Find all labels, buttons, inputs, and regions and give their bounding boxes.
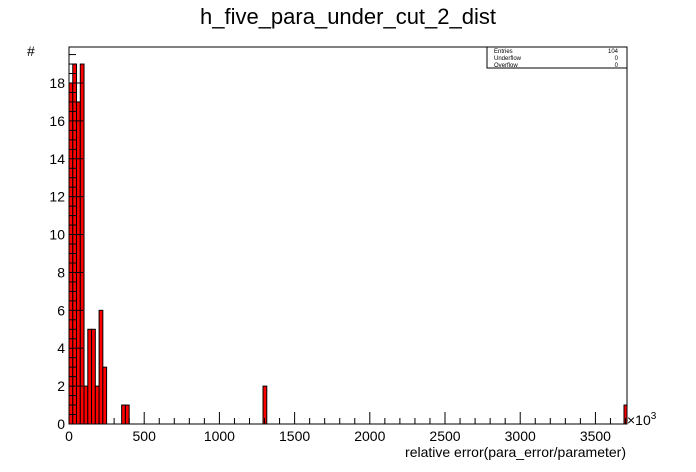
y-tick-label: 0 — [57, 416, 65, 432]
stats-box: Entries 104 Underflow 0 Overflow 0 — [486, 46, 628, 69]
stats-entries-label: Entries — [494, 49, 513, 55]
histogram-bar-2 — [76, 101, 81, 425]
x-axis-multiplier: ×103 — [627, 411, 657, 428]
stats-box-frame — [486, 46, 628, 69]
stats-underflow-value: 0 — [615, 56, 619, 62]
y-tick-label: 4 — [57, 340, 65, 356]
x-axis-label: relative error(para_error/parameter) — [405, 444, 626, 460]
x-axis-ticks: 0 500 1000 1500 2000 2500 3000 3500 — [65, 412, 626, 444]
stats-overflow-label: Overflow — [494, 63, 518, 69]
histogram-bar-10 — [121, 404, 126, 425]
x-tick-label: 2000 — [354, 428, 385, 444]
y-axis-ticks: 0 2 4 6 8 10 12 14 16 18 — [49, 54, 83, 432]
stats-overflow-value: 0 — [615, 63, 619, 69]
y-tick-label: 18 — [49, 75, 65, 91]
y-tick-label: 12 — [49, 189, 65, 205]
x-tick-label: 3000 — [505, 428, 536, 444]
y-tick-label: 6 — [57, 302, 65, 318]
stats-underflow-label: Underflow — [494, 56, 522, 62]
x-multiplier-exponent: 3 — [651, 411, 657, 422]
histogram-bar-3 — [79, 63, 85, 425]
y-tick-label: 16 — [49, 113, 65, 129]
x-tick-label: 500 — [133, 428, 157, 444]
x-tick-label: 1000 — [204, 428, 235, 444]
x-tick-label: 3500 — [580, 428, 611, 444]
histogram-bar-7 — [94, 385, 100, 425]
histogram-bar-6 — [91, 328, 96, 425]
stats-entries-value: 104 — [608, 49, 619, 55]
histogram-bar-5 — [87, 328, 93, 425]
x-multiplier-base: ×10 — [627, 412, 651, 428]
x-tick-label: 1500 — [279, 428, 310, 444]
y-tick-label: 14 — [49, 151, 65, 167]
histogram-bar-4 — [83, 385, 89, 425]
y-tick-label: 8 — [57, 264, 65, 280]
x-tick-label: 0 — [65, 428, 73, 444]
y-tick-label: 2 — [57, 378, 65, 394]
histogram-bar-8 — [98, 309, 104, 425]
chart-title: h_five_para_under_cut_2_dist — [200, 4, 496, 29]
histogram-bar-9 — [102, 366, 108, 425]
x-tick-label: 2500 — [429, 428, 460, 444]
y-tick-label: 10 — [49, 227, 65, 243]
histogram-bar-11 — [124, 404, 130, 425]
plot-frame — [68, 46, 628, 425]
y-axis-label: # — [27, 43, 35, 59]
